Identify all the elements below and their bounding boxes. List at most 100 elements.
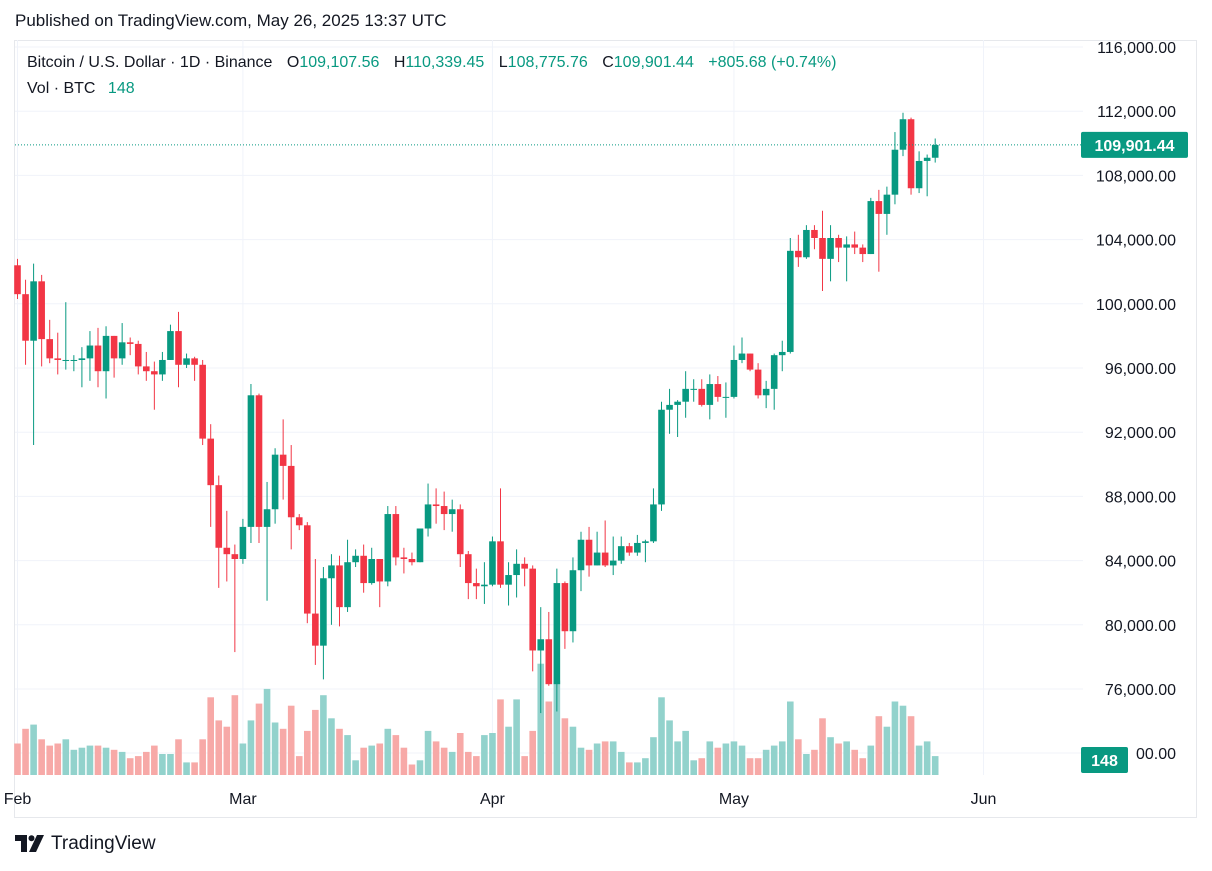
candle-body	[569, 570, 577, 632]
candle-body	[617, 546, 625, 561]
volume-bar	[537, 663, 545, 775]
candle-body	[215, 485, 223, 548]
volume-bar	[416, 760, 424, 775]
candle-body	[102, 335, 110, 372]
candle-body	[199, 364, 206, 439]
close-value: 109,901.44	[613, 54, 694, 71]
volume-bar	[320, 695, 327, 775]
volume-bar	[215, 720, 223, 775]
candle-body	[626, 546, 633, 553]
candle-body	[78, 358, 86, 360]
candle-body	[312, 613, 319, 646]
candle-body	[143, 366, 150, 372]
volume-bar	[271, 722, 279, 775]
candle-body	[738, 353, 746, 360]
candle-body	[408, 558, 416, 563]
volume-legend: Vol · BTC 148	[27, 80, 135, 98]
volume-bar	[811, 749, 818, 775]
candle-body	[118, 342, 126, 359]
candle-body	[682, 388, 689, 402]
candle-body	[167, 331, 174, 360]
volume-bar	[609, 741, 617, 775]
candle-body	[666, 404, 673, 410]
volume-bar	[505, 726, 512, 775]
volume-bar	[199, 739, 206, 775]
volume-bar	[143, 751, 150, 775]
change-value: +805.68 (+0.74%)	[708, 54, 837, 71]
symbol-title[interactable]: Bitcoin / U.S. Dollar · 1D · Binance	[27, 54, 273, 71]
volume-bar	[336, 728, 343, 775]
published-caption: Published on TradingView.com, May 26, 20…	[15, 11, 447, 30]
candle-body	[231, 554, 239, 559]
low-label: L	[498, 54, 508, 71]
volume-bar	[843, 741, 850, 775]
volume-bar	[746, 758, 754, 775]
candle-body	[722, 396, 730, 398]
volume-bar	[754, 758, 762, 775]
candle-body	[38, 281, 45, 340]
volume-bar	[923, 741, 931, 775]
candle-body	[191, 358, 198, 365]
volume-bar	[851, 749, 858, 775]
volume-bar	[151, 745, 158, 775]
volume-bar	[223, 726, 231, 775]
volume-bar	[738, 745, 746, 775]
candle-body	[642, 541, 649, 543]
volume-bar	[521, 756, 528, 775]
volume-bar	[126, 758, 134, 775]
candle-body	[593, 552, 601, 566]
candle-body	[110, 335, 118, 359]
volume-bar	[134, 756, 142, 775]
candle-body	[70, 359, 78, 361]
volume-bar	[408, 764, 416, 775]
volume-bar	[899, 705, 907, 775]
candle-body	[714, 384, 722, 397]
candle-body	[263, 509, 271, 527]
volume-bar	[642, 758, 649, 775]
candle-body	[465, 554, 472, 584]
candle-body	[883, 194, 891, 214]
volume-bar	[819, 718, 826, 775]
volume-bar	[931, 756, 939, 775]
volume-label[interactable]: Vol · BTC	[27, 80, 96, 97]
candle-body	[255, 395, 263, 527]
candle-body	[827, 237, 834, 259]
volume-bar	[714, 747, 722, 775]
candle-body	[416, 528, 424, 563]
volume-bar	[617, 751, 625, 775]
candle-body	[835, 237, 842, 248]
volume-bar	[706, 741, 714, 775]
candle-body	[287, 465, 295, 518]
volume-bar	[601, 741, 609, 775]
volume-bar	[875, 716, 883, 775]
open-value: 109,107.56	[299, 54, 380, 71]
candle-body	[320, 578, 327, 646]
volume-bar	[915, 745, 923, 775]
x-tick-label: Feb	[4, 791, 32, 808]
low-value: 108,775.76	[507, 54, 588, 71]
y-tick-label: 104,000.00	[1096, 233, 1176, 250]
candle-body	[577, 539, 585, 571]
candle-body	[634, 542, 641, 553]
candle-body	[126, 342, 134, 344]
volume-bar	[456, 733, 464, 775]
candle-body	[907, 119, 915, 189]
candle-body	[658, 409, 665, 505]
volume-bar	[22, 728, 29, 775]
volume-bar	[295, 756, 303, 775]
volume-bar	[424, 730, 432, 775]
volume-bar	[859, 758, 867, 775]
volume-bar	[432, 741, 440, 775]
volume-bar	[803, 754, 810, 775]
candle-body	[537, 639, 545, 651]
x-tick-label: May	[719, 791, 749, 808]
volume-bar	[867, 745, 875, 775]
volume-bar	[30, 724, 37, 775]
y-tick-label: 84,000.00	[1105, 554, 1176, 571]
volume-bar	[392, 735, 400, 775]
candle-body	[295, 517, 303, 526]
volume-bar	[778, 741, 786, 775]
volume-bar	[827, 737, 834, 775]
volume-bar	[730, 741, 738, 775]
